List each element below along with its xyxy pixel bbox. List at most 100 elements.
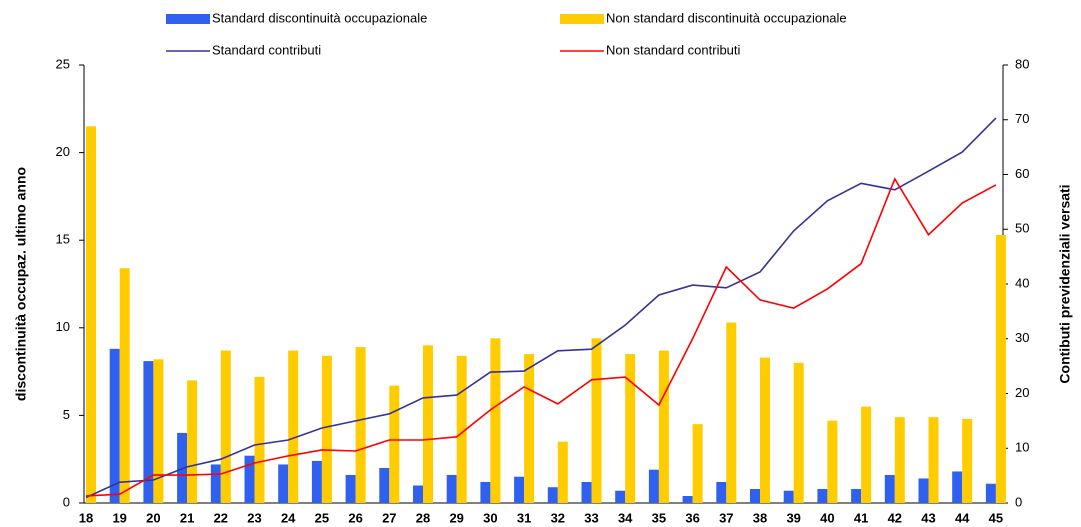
bar: [581, 481, 592, 503]
x-tick-label: 33: [584, 510, 598, 525]
x-tick-label: 36: [685, 510, 699, 525]
y-tick-label: 20: [56, 144, 70, 159]
bar: [153, 359, 164, 503]
bar: [783, 490, 794, 503]
bar: [109, 348, 120, 503]
x-tick-label: 21: [180, 510, 194, 525]
bar: [962, 418, 973, 503]
x-tick-label: 22: [214, 510, 228, 525]
bar: [119, 268, 130, 503]
y2-tick-label: 10: [1015, 440, 1029, 455]
bar: [928, 417, 939, 503]
bar: [861, 406, 872, 503]
y-tick-label: 15: [56, 232, 70, 247]
y-tick-label: 25: [56, 56, 70, 71]
bar: [658, 350, 669, 503]
x-tick-label: 32: [551, 510, 565, 525]
bar: [345, 474, 356, 503]
bar: [750, 488, 760, 503]
bar: [446, 474, 457, 503]
bar: [321, 355, 332, 503]
bar: [278, 464, 289, 503]
x-tick-label: 28: [416, 510, 430, 525]
x-tick-label: 39: [786, 510, 800, 525]
bar: [524, 354, 535, 503]
bar: [480, 481, 491, 503]
y-tick-label: 5: [63, 407, 70, 422]
legend-swatch: [560, 14, 604, 24]
legend-swatch: [166, 14, 210, 24]
x-tick-label: 29: [449, 510, 463, 525]
bar: [220, 350, 231, 503]
x-tick-label: 38: [753, 510, 767, 525]
legend-label: Standard discontinuità occupazionale: [212, 10, 427, 25]
y2-tick-label: 50: [1015, 221, 1029, 236]
bar: [389, 385, 400, 503]
bar: [625, 354, 636, 503]
x-tick-label: 23: [247, 510, 261, 525]
bar: [86, 126, 96, 503]
bar: [648, 469, 659, 503]
x-tick-label: 41: [854, 510, 868, 525]
line: [85, 177, 997, 497]
x-tick-label: 34: [618, 510, 633, 525]
bar: [288, 350, 299, 503]
y2-tick-label: 20: [1015, 385, 1029, 400]
bar: [557, 441, 568, 503]
bar: [884, 474, 895, 503]
bar: [143, 361, 154, 503]
bar: [210, 464, 221, 503]
x-tick-label: 43: [921, 510, 935, 525]
bar: [177, 432, 188, 503]
bar: [591, 338, 602, 503]
y-axis-title: discontinuità occupaz. ultimo anno: [13, 167, 29, 401]
x-tick-label: 42: [888, 510, 902, 525]
bar: [760, 357, 770, 503]
bar: [244, 455, 255, 503]
y2-tick-label: 40: [1015, 275, 1029, 290]
bar: [413, 485, 423, 503]
x-tick-label: 30: [483, 510, 497, 525]
bar: [918, 478, 929, 503]
y2-axis-title: Contibuti previdenziali versati: [1057, 184, 1073, 383]
line: [85, 117, 997, 499]
y2-tick-label: 70: [1015, 111, 1029, 126]
x-tick-label: 45: [989, 510, 1003, 525]
x-tick-label: 31: [517, 510, 531, 525]
legend-label: Non standard discontinuità occupazionale: [606, 10, 847, 25]
x-tick-label: 44: [955, 510, 970, 525]
x-tick-label: 40: [820, 510, 834, 525]
x-tick-label: 24: [281, 510, 296, 525]
x-tick-label: 25: [315, 510, 329, 525]
y-tick-label: 10: [56, 319, 70, 334]
x-tick-label: 37: [719, 510, 733, 525]
legend-label: Non standard contributi: [606, 42, 741, 57]
y-tick-label: 0: [63, 494, 70, 509]
bar: [817, 488, 828, 503]
y2-tick-label: 0: [1015, 494, 1022, 509]
bar: [995, 234, 1006, 503]
bar: [692, 424, 703, 503]
bar: [615, 490, 626, 503]
x-tick-label: 35: [652, 510, 666, 525]
x-tick-label: 27: [382, 510, 396, 525]
bar: [254, 376, 265, 503]
bar: [682, 495, 693, 503]
bar: [379, 467, 390, 503]
bar: [355, 347, 366, 503]
bar: [514, 476, 525, 503]
bar: [985, 483, 996, 503]
bar: [726, 322, 737, 503]
bar: [851, 488, 862, 503]
bar: [716, 481, 727, 503]
x-tick-label: 18: [79, 510, 93, 525]
bar: [423, 345, 433, 503]
x-tick-label: 20: [146, 510, 160, 525]
x-tick-label: 26: [348, 510, 362, 525]
bar: [490, 338, 501, 503]
legend-label: Standard contributi: [212, 42, 321, 57]
bar: [311, 460, 322, 503]
y2-tick-label: 60: [1015, 166, 1029, 181]
y2-tick-label: 80: [1015, 56, 1029, 71]
